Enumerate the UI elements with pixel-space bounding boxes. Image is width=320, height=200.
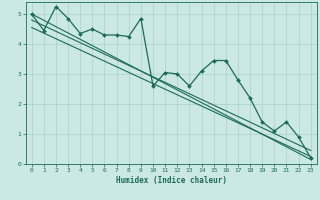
X-axis label: Humidex (Indice chaleur): Humidex (Indice chaleur) [116,176,227,185]
